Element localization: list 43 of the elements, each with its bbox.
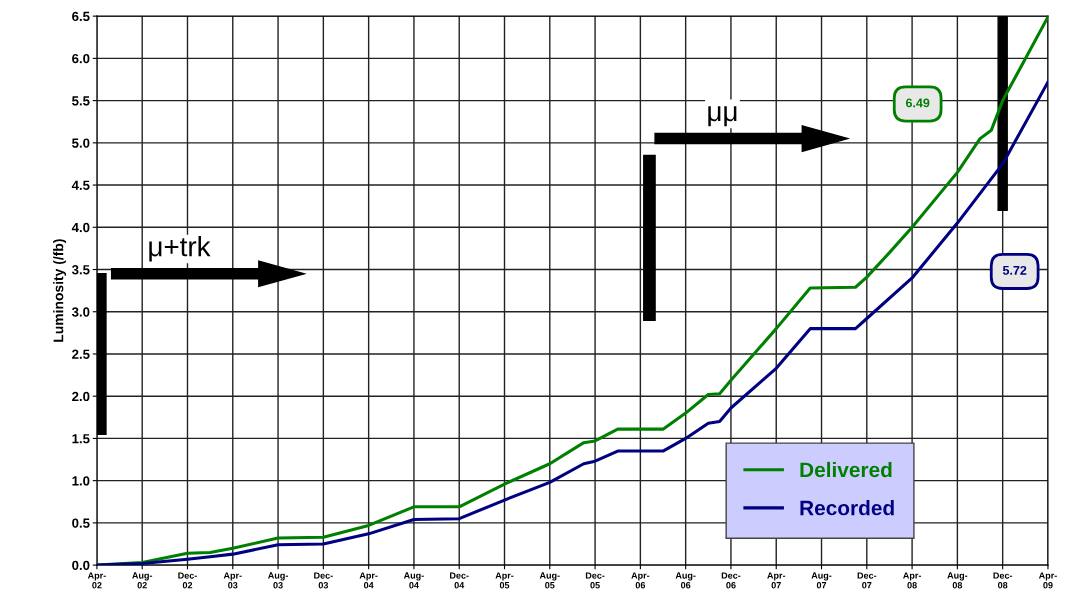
x-tick-label: Aug- 07 [811, 572, 832, 589]
x-tick-label: Aug- 02 [132, 572, 153, 589]
y-tick-label: 2.5 [72, 349, 90, 359]
x-tick-label: Dec- 02 [178, 572, 197, 589]
y-tick-label: 1.5 [72, 434, 90, 444]
x-tick-label: Dec- 05 [585, 572, 605, 589]
y-axis-title: Luminosity (/fb) [53, 239, 67, 342]
legend-label: Delivered [800, 461, 892, 478]
y-tick-label: 3.0 [71, 307, 90, 317]
x-tick-label: Dec- 04 [450, 572, 469, 589]
x-tick-label: Apr- 09 [1038, 572, 1057, 589]
x-tick-label: Dec- 08 [993, 572, 1013, 589]
x-tick-label: Apr- 08 [903, 572, 922, 589]
annotation: μ+trk [149, 236, 211, 262]
y-tick-label: 0.0 [72, 560, 90, 571]
x-tick-label: Dec- 03 [314, 572, 333, 589]
y-tick-label: 2.0 [72, 391, 90, 402]
y-tick-label: 5.0 [72, 138, 90, 148]
x-tick-label: Apr- 06 [631, 572, 650, 589]
annotation: 5.72 [1002, 265, 1027, 275]
x-tick-label: Aug- 05 [539, 572, 560, 589]
y-tick-label: 0.5 [72, 518, 90, 528]
x-tick-label: Aug- 04 [403, 572, 424, 589]
annotation: μμ [708, 106, 737, 127]
annotation: 6.49 [905, 98, 930, 108]
x-tick-label: Dec- 07 [857, 572, 877, 589]
x-tick-label: Apr- 02 [87, 572, 106, 589]
x-tick-label: Dec- 06 [721, 572, 741, 589]
x-tick-label: Apr- 04 [359, 572, 378, 589]
y-tick-label: 6.0 [72, 53, 90, 64]
x-tick-label: Apr- 05 [495, 572, 514, 589]
x-tick-label: Apr- 03 [223, 572, 242, 589]
legend-label: Recorded [800, 500, 894, 516]
x-tick-label: Apr- 07 [767, 572, 786, 589]
y-tick-label: 6.5 [72, 11, 90, 22]
y-tick-label: 1.0 [72, 476, 90, 486]
y-tick-label: 3.5 [71, 265, 90, 275]
y-tick-label: 4.0 [71, 222, 90, 233]
y-tick-label: 5.5 [72, 96, 90, 106]
x-tick-label: Aug- 08 [947, 572, 968, 589]
y-tick-label: 4.5 [71, 180, 90, 190]
x-tick-label: Aug- 03 [268, 572, 288, 589]
x-tick-label: Aug- 06 [675, 572, 696, 589]
